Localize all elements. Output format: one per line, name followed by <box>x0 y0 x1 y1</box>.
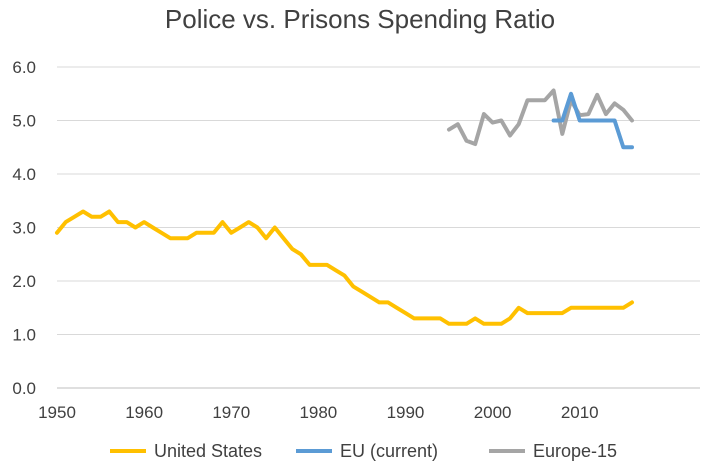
series-lines <box>55 88 634 326</box>
y-tick-label: 3.0 <box>12 219 36 238</box>
x-tick-label: 1950 <box>38 403 76 422</box>
x-tick-label: 1970 <box>212 403 250 422</box>
legend: United States EU (current) Europe-15 <box>110 441 617 461</box>
gridlines <box>57 66 700 389</box>
chart-title: Police vs. Prisons Spending Ratio <box>165 4 555 34</box>
series-line-eu-current <box>551 91 634 150</box>
legend-item: United States <box>110 441 262 461</box>
y-tick-label: 1.0 <box>12 326 36 345</box>
y-tick-label: 0.0 <box>12 379 36 398</box>
x-tick-label: 1960 <box>125 403 163 422</box>
x-tick-label: 2010 <box>561 403 599 422</box>
legend-label: EU (current) <box>340 441 438 461</box>
y-tick-label: 4.0 <box>12 165 36 184</box>
legend-item: Europe-15 <box>489 441 617 461</box>
x-tick-label: 2000 <box>474 403 512 422</box>
y-tick-label: 6.0 <box>12 58 36 77</box>
x-tick-label: 1990 <box>387 403 425 422</box>
legend-label: Europe-15 <box>533 441 617 461</box>
legend-label: United States <box>154 441 262 461</box>
series-line-united-states <box>55 209 634 326</box>
y-axis-ticks: 0.0 1.0 2.0 3.0 4.0 5.0 6.0 <box>12 58 36 398</box>
legend-item: EU (current) <box>296 441 438 461</box>
x-axis-ticks: 1950 1960 1970 1980 1990 2000 2010 <box>38 403 599 422</box>
x-tick-label: 1980 <box>299 403 337 422</box>
y-tick-label: 5.0 <box>12 112 36 131</box>
series-line-europe-15 <box>447 88 634 146</box>
y-tick-label: 2.0 <box>12 272 36 291</box>
